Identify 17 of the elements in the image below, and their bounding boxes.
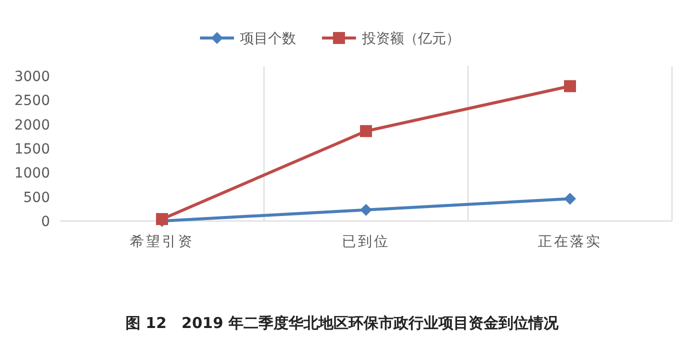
point: [360, 125, 372, 138]
y-tick-label: 0: [41, 214, 50, 230]
legend-label: 项目个数: [240, 31, 296, 47]
y-tick-label: 500: [23, 190, 50, 206]
y-tick-label: 2000: [14, 117, 50, 134]
point: [564, 192, 576, 205]
legend-label: 投资额（亿元）: [361, 31, 460, 47]
y-tick-label: 1500: [14, 142, 50, 158]
point: [564, 80, 576, 92]
x-tick-label: 正在落实: [538, 234, 602, 250]
x-tick-label: 已到位: [342, 234, 390, 250]
x-tick-label: 希望引资: [130, 234, 194, 250]
text: 图 12 2019 年二季度华北地区环保市政行业项目资金到位情况: [125, 314, 560, 332]
y-tick-label: 2500: [14, 93, 50, 110]
point: [360, 204, 372, 216]
y-tick-label: 3000: [14, 69, 50, 85]
y-tick-label: 1000: [14, 166, 50, 182]
